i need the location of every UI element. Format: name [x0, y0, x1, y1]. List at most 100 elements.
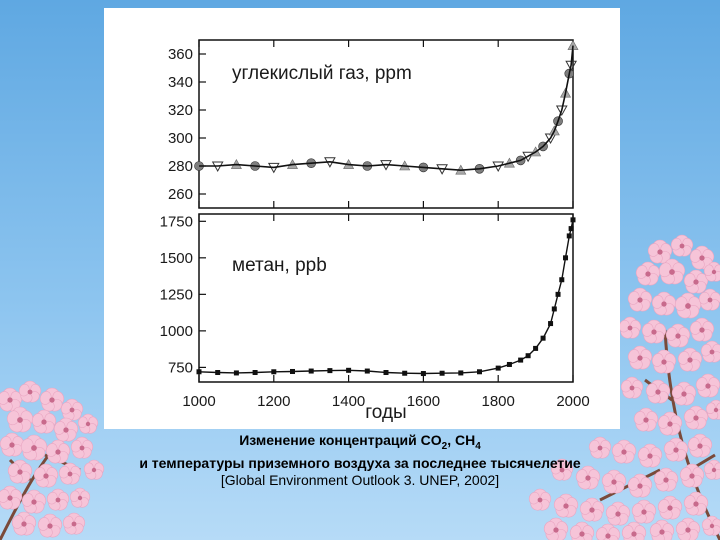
figure-panel: [104, 8, 620, 429]
x-tick-label: 1400: [332, 393, 365, 410]
blossom-flower-icon: [70, 436, 94, 459]
blossom-flower-icon: [641, 319, 667, 344]
x-tick-label: 1000: [182, 393, 215, 410]
blossom-flower-icon: [695, 373, 720, 398]
ch4-chart: метан, ppb 750 1000 1250 1500 1750 1000 1200 1…: [160, 213, 590, 423]
blossom-flower-icon: [698, 288, 720, 311]
blossom-flower-icon: [601, 469, 627, 494]
blossom-flower-icon: [46, 488, 70, 511]
x-axis-title: годы: [365, 402, 406, 423]
blossom-flower-icon: [579, 497, 605, 522]
blossom-flower-icon: [605, 501, 631, 526]
blossom-flower-icon: [611, 439, 637, 464]
x-tick-label: 1600: [407, 393, 440, 410]
ch4-ytick-label: 1250: [160, 286, 193, 303]
blossom-flower-icon: [689, 245, 715, 270]
blossom-flower-icon: [679, 463, 705, 488]
blossom-flower-icon: [621, 521, 647, 540]
ch4-ytick-label: 1750: [160, 213, 193, 230]
blossom-flower-icon: [69, 487, 91, 508]
blossom-flower-icon: [665, 323, 691, 348]
co2-ytick-label: 360: [168, 46, 193, 63]
blossom-flower-icon: [689, 317, 715, 342]
ch4-plot-frame: [198, 213, 574, 383]
blossom-flower-icon: [675, 517, 701, 540]
blossom-flower-icon: [627, 473, 653, 498]
blossom-flower-icon: [20, 434, 48, 461]
blossom-flower-icon: [83, 459, 105, 480]
blossom-flower-icon: [575, 465, 601, 490]
ch4-ytick-label: 1000: [160, 323, 193, 340]
blossom-flower-icon: [543, 517, 569, 540]
blossom-flower-icon: [674, 292, 702, 319]
chart-figure: углекислый газ, ppm 260 280 300 320 340 360 м…: [160, 39, 590, 423]
caption-sub-2: 2: [441, 440, 448, 452]
blossom-flower-icon: [595, 523, 621, 540]
blossom-flower-icon: [7, 459, 33, 484]
x-tick-label: 1800: [482, 393, 515, 410]
blossom-flower-icon: [620, 376, 644, 399]
blossom-flower-icon: [647, 239, 673, 264]
blossom-flower-icon: [683, 405, 709, 430]
blossom-flower-icon: [633, 407, 659, 432]
caption-line-2: и температуры приземного воздуха за посл…: [139, 454, 581, 471]
blossom-flower-icon: [627, 345, 653, 370]
ch4-trend-line: [198, 219, 574, 375]
blossom-flower-icon: [657, 495, 683, 520]
blossom-flower-icon: [651, 349, 677, 374]
blossom-flower-icon: [0, 485, 23, 510]
blossom-flower-icon: [39, 387, 65, 412]
x-tick-label: 1200: [257, 393, 290, 410]
blossom-flower-icon: [635, 261, 661, 286]
blossom-flower-icon: [33, 463, 59, 488]
cherry-blossom-branch-right: [528, 234, 720, 540]
blossom-flower-icon: [553, 493, 579, 518]
blossom-flower-icon: [687, 433, 713, 458]
blossom-flower-icon: [31, 409, 57, 434]
blossom-flower-icon: [62, 512, 86, 535]
caption: Изменение концентраций CO2, CH4 и темпер…: [0, 432, 720, 489]
blossom-flower-icon: [569, 521, 595, 540]
blossom-flower-icon: [677, 347, 703, 372]
blossom-flower-icon: [528, 488, 552, 511]
co2-plot-frame: [198, 39, 574, 209]
blossom-flower-icon: [700, 340, 720, 363]
blossom-flower-icon: [77, 413, 99, 434]
caption-line-1-prefix: Изменение концентраций CO: [239, 432, 442, 448]
blossom-flower-icon: [21, 489, 47, 514]
blossom-flower-icon: [11, 511, 37, 536]
blossom-flower-icon: [53, 417, 79, 442]
blossom-flower-icon: [60, 398, 84, 421]
co2-ytick-label: 340: [168, 74, 193, 91]
blossom-flower-icon: [658, 258, 686, 285]
blossom-flower-icon: [657, 411, 683, 436]
co2-ytick-label: 280: [168, 158, 193, 175]
blossom-flower-icon: [627, 287, 653, 312]
blossom-flower-icon: [631, 499, 657, 524]
blossom-flower-icon: [701, 515, 720, 536]
co2-ytick-label: 260: [168, 186, 193, 203]
x-tick-label: 2000: [556, 393, 589, 410]
blossom-flower-icon: [0, 387, 23, 412]
ch4-ytick-label: 1500: [160, 250, 193, 267]
ch4-ytick-label: 750: [168, 359, 193, 376]
blossom-flower-icon: [651, 291, 677, 316]
blossom-flower-icon: [6, 406, 34, 433]
blossom-flower-icon: [588, 436, 612, 459]
co2-ytick-label: 300: [168, 130, 193, 147]
blossom-flower-icon: [653, 467, 679, 492]
co2-chart: углекислый газ, ppm 260 280 300 320 340 360: [168, 39, 579, 209]
blossom-flower-icon: [45, 439, 71, 464]
blossom-flower-icon: [550, 458, 574, 481]
co2-trend-line: [199, 45, 574, 172]
blossom-flower-icon: [670, 234, 694, 257]
caption-sub-4: 4: [475, 440, 481, 452]
blossom-flower-icon: [683, 269, 709, 294]
caption-line-1: Изменение концентраций CO2, CH4: [0, 432, 720, 455]
blossom-flower-icon: [637, 443, 663, 468]
co2-ytick-label: 320: [168, 102, 193, 119]
blossom-flower-icon: [37, 513, 63, 538]
co2-panel-label: углекислый газ, ppm: [232, 63, 412, 84]
blossom-flower-icon: [649, 519, 675, 540]
